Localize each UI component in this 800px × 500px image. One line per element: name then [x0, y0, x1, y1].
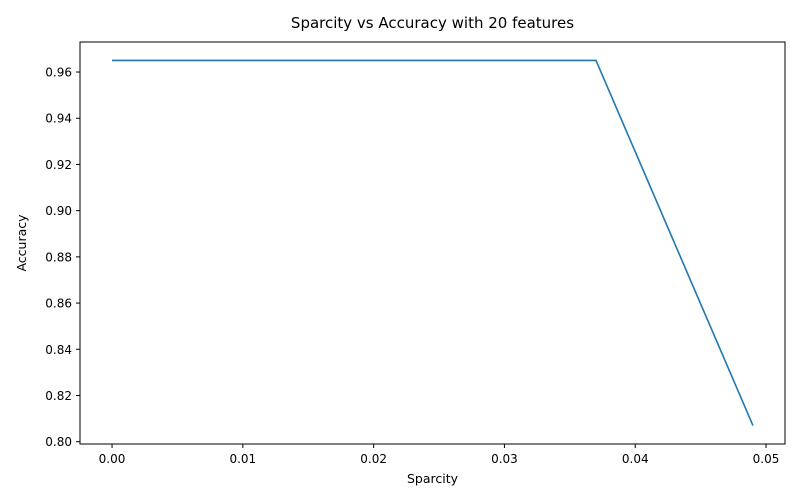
- y-tick-label: 0.88: [45, 250, 72, 264]
- x-tick-label: 0.00: [99, 452, 126, 466]
- x-tick-label: 0.05: [753, 452, 780, 466]
- y-tick-label: 0.92: [45, 158, 72, 172]
- y-tick-label: 0.84: [45, 343, 72, 357]
- series-line: [112, 59, 754, 426]
- x-tick-label: 0.04: [622, 452, 649, 466]
- plot-frame: [79, 41, 786, 445]
- y-tick-label: 0.86: [45, 297, 72, 311]
- x-axis-label: Sparcity: [407, 471, 459, 486]
- series-layer: [112, 59, 754, 426]
- y-axis-ticks: 0.80 0.82 0.84 0.86 0.88 0.90 0.92 0.94 0.96: [45, 66, 80, 449]
- chart-title: Sparcity vs Accuracy with 20 features: [291, 14, 574, 32]
- y-tick-label: 0.80: [45, 435, 72, 449]
- x-tick-label: 0.01: [229, 452, 256, 466]
- y-tick-label: 0.90: [45, 204, 72, 218]
- x-tick-label: 0.02: [360, 452, 387, 466]
- x-axis-ticks: 0.00 0.01 0.02 0.03 0.04 0.05: [99, 444, 780, 466]
- x-tick-label: 0.03: [491, 452, 518, 466]
- y-tick-label: 0.94: [45, 112, 72, 126]
- y-tick-label: 0.96: [45, 66, 72, 80]
- y-tick-label: 0.82: [45, 389, 72, 403]
- y-axis-label: Accuracy: [14, 214, 29, 272]
